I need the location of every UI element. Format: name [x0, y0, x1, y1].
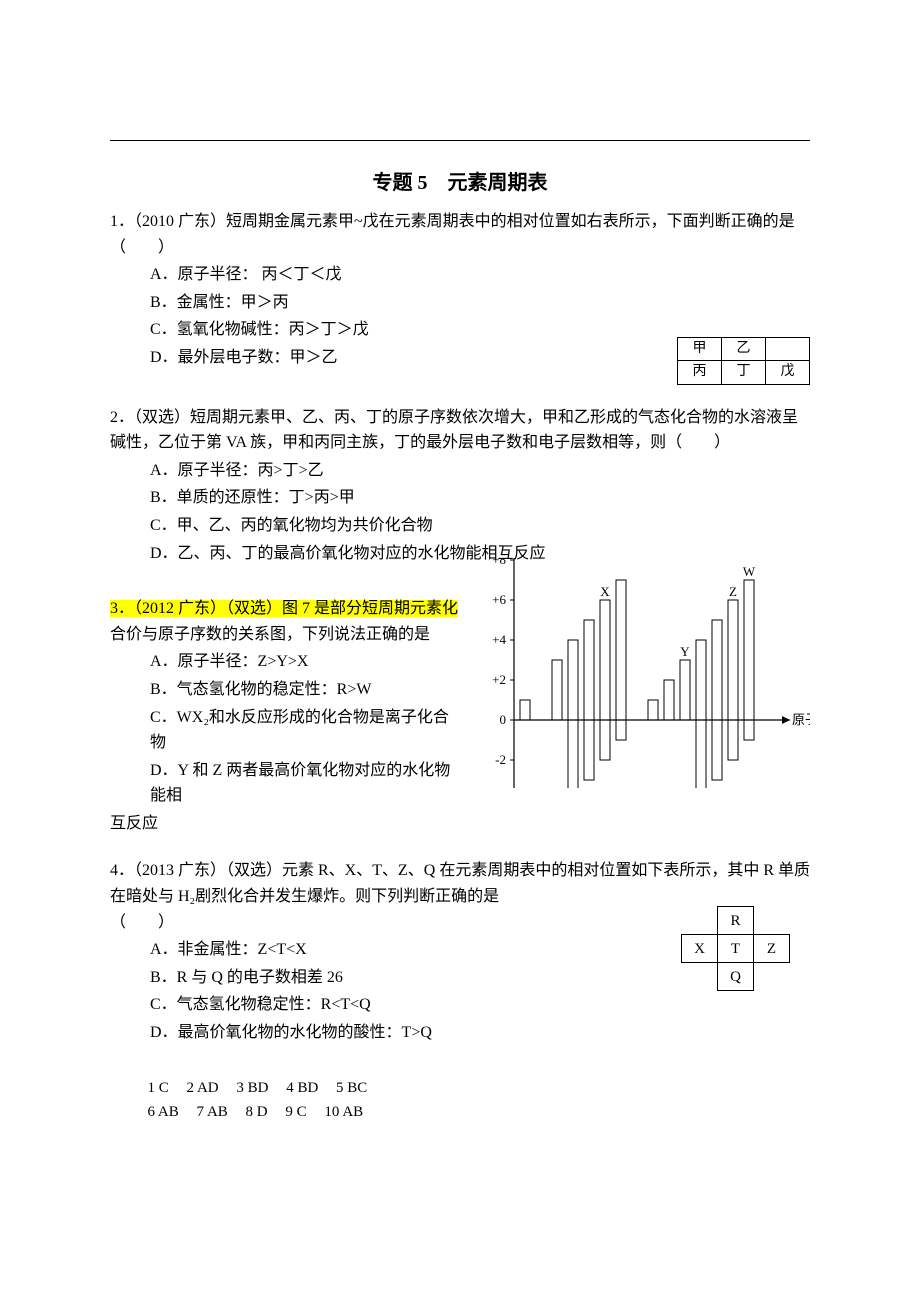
q4-cell-z: Z	[754, 935, 790, 963]
q1-opt-b: B．金属性：甲＞丙	[150, 290, 810, 316]
q1-cell: 甲	[678, 338, 722, 361]
ans: 5 BC	[336, 1076, 367, 1100]
question-1: 1．（2010 广东）短周期金属元素甲~戊在元素周期表中的相对位置如右表所示，下…	[110, 209, 810, 371]
ans: 3 BD	[236, 1076, 268, 1100]
q1-opt-a: A．原子半径： 丙＜丁＜戊	[150, 262, 810, 288]
q3-opt-d-tail: 互反应	[110, 811, 464, 837]
page-title: 专题 5 元素周期表	[110, 167, 810, 199]
q3-highlight: 3．（2012 广东）（双选）图 7 是部分短周期元素化	[110, 600, 458, 617]
svg-text:+6: +6	[492, 592, 506, 607]
q4-grid: R XTZ Q	[681, 906, 790, 991]
q3-chart: +8+6+4+20-2-4-6XYZWR原子序数	[480, 558, 810, 797]
svg-text:+2: +2	[492, 672, 506, 687]
svg-text:W: W	[743, 564, 756, 579]
q3-opt-b: B．气态氢化物的稳定性：R>W	[150, 677, 464, 703]
q3-opt-d: D．Y 和 Z 两者最高价氧化物对应的水化物能相	[150, 758, 464, 809]
ans: 8 D	[246, 1100, 268, 1124]
svg-text:0: 0	[500, 712, 507, 727]
q2-opt-c: C．甲、乙、丙的氧化物均为共价化合物	[150, 513, 810, 539]
ans: 2 AD	[187, 1076, 219, 1100]
svg-text:+4: +4	[492, 632, 506, 647]
svg-text:+8: +8	[492, 558, 506, 567]
q3-opt-a: A．原子半径：Z>Y>X	[150, 649, 464, 675]
q1-cell	[766, 338, 810, 361]
q3-opt-c: C．WX₂和水反应形成的化合物是离子化合物	[150, 705, 464, 756]
q4-opt-d: D．最高价氧化物的水化物的酸性：T>Q	[150, 1020, 810, 1046]
q2-opt-b: B．单质的还原性：丁>丙>甲	[150, 485, 810, 511]
svg-text:Z: Z	[729, 584, 737, 599]
question-2: 2．（双选）短周期元素甲、乙、丙、丁的原子序数依次增大，甲和乙形成的气态化合物的…	[110, 405, 810, 567]
ans: 7 AB	[197, 1100, 228, 1124]
question-4: 4．（2013 广东）（双选）元素 R、X、T、Z、Q 在元素周期表中的相对位置…	[110, 858, 810, 1045]
q1-cell: 戊	[766, 361, 810, 384]
q1-cell: 乙	[722, 338, 766, 361]
q3-stem-tail: 合价与原子序数的关系图，下列说法正确的是	[110, 626, 430, 643]
ans: 6 AB	[148, 1100, 179, 1124]
q4-cell-q: Q	[718, 963, 754, 991]
svg-text:X: X	[600, 584, 610, 599]
svg-text:-2: -2	[495, 752, 506, 767]
q4-stem: 4．（2013 广东）（双选）元素 R、X、T、Z、Q 在元素周期表中的相对位置…	[110, 858, 810, 909]
ans: 9 C	[285, 1100, 306, 1124]
q1-mini-table: 甲乙 丙丁戊	[677, 337, 810, 385]
ans: 4 BD	[286, 1076, 318, 1100]
q4-cell-r: R	[718, 907, 754, 935]
svg-text:Y: Y	[680, 644, 690, 659]
q4-opt-c: C．气态氢化物稳定性：R<T<Q	[150, 992, 810, 1018]
q4-cell-x: X	[682, 935, 718, 963]
q1-cell: 丙	[678, 361, 722, 384]
q2-stem: 2．（双选）短周期元素甲、乙、丙、丁的原子序数依次增大，甲和乙形成的气态化合物的…	[110, 405, 810, 456]
svg-text:原子序数: 原子序数	[792, 712, 810, 727]
question-3: 3．（2012 广东）（双选）图 7 是部分短周期元素化合价与原子序数的关系图，…	[110, 596, 810, 836]
answer-key: 1 C 2 AD 3 BD 4 BD 5 BC 6 AB 7 AB 8 D 9 …	[110, 1076, 810, 1124]
top-rule	[110, 140, 810, 141]
q3-stem: 3．（2012 广东）（双选）图 7 是部分短周期元素化合价与原子序数的关系图，…	[110, 596, 464, 647]
q4-cell-t: T	[718, 935, 754, 963]
ans: 10 AB	[324, 1100, 363, 1124]
q1-stem: 1．（2010 广东）短周期金属元素甲~戊在元素周期表中的相对位置如右表所示，下…	[110, 209, 810, 260]
ans: 1 C	[148, 1076, 169, 1100]
q1-cell: 丁	[722, 361, 766, 384]
q2-opt-a: A．原子半径：丙>丁>乙	[150, 458, 810, 484]
